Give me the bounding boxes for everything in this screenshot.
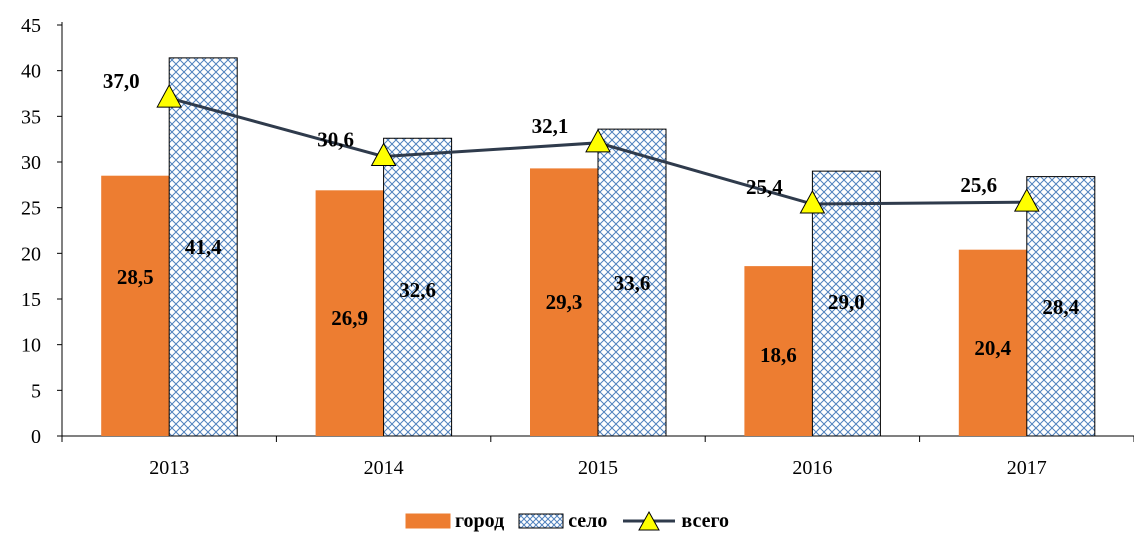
data-label-gorod: 29,3 (546, 290, 583, 314)
line-series (156, 84, 1040, 214)
data-label-vsego: 37,0 (103, 69, 140, 93)
y-tick-label: 40 (21, 61, 41, 83)
legend-label-gorod: город (454, 509, 505, 532)
y-tick-label: 25 (21, 198, 41, 220)
legend: город село всего (0, 508, 1134, 534)
axes: 0 5 10 15 20 25 30 35 40 45 2013 2014 2015 2016 2017 (21, 15, 1134, 479)
x-tick-label: 2014 (364, 457, 404, 479)
legend-item-selo[interactable]: село (518, 510, 607, 533)
data-label-vsego: 30,6 (317, 128, 354, 152)
bar-gorod (530, 168, 598, 437)
data-label-gorod: 26,9 (331, 306, 368, 330)
legend-item-vsego[interactable]: всего (621, 510, 729, 533)
bar-selo (168, 57, 238, 437)
marker-vsego (370, 142, 397, 167)
x-tick-label: 2017 (1007, 457, 1047, 479)
bar-selo (811, 170, 881, 437)
data-label-selo: 29,0 (828, 290, 865, 314)
data-label-selo: 41,4 (185, 235, 222, 259)
bars (101, 57, 1096, 437)
x-tick-label: 2013 (149, 457, 189, 479)
data-label-selo: 28,4 (1042, 295, 1079, 319)
legend-swatch-selo (518, 513, 564, 529)
data-label-selo: 33,6 (614, 271, 651, 295)
data-label-gorod: 20,4 (974, 336, 1011, 360)
data-label-vsego: 25,4 (746, 175, 783, 199)
y-tick-label: 35 (21, 106, 41, 128)
legend-label-vsego: всего (681, 509, 730, 532)
data-labels: 28,5 41,4 26,9 32,6 29,3 33,6 18,6 29,0 20,4 28,4… (103, 69, 1080, 367)
data-label-vsego: 25,6 (960, 173, 997, 197)
data-label-selo: 32,6 (399, 278, 436, 302)
marker-vsego (1013, 188, 1040, 212)
marker-vsego (156, 84, 183, 108)
bar-gorod (744, 266, 813, 436)
bar-gorod (958, 249, 1027, 436)
marker-vsego (799, 189, 826, 214)
bar-selo (1026, 176, 1096, 437)
legend-swatch-gorod (405, 513, 451, 529)
y-tick-label: 5 (31, 380, 41, 402)
x-tick-label: 2015 (578, 457, 618, 479)
bar-selo (383, 137, 453, 437)
y-tick-label: 20 (21, 243, 41, 265)
data-label-gorod: 28,5 (117, 265, 154, 289)
marker-vsego (585, 128, 611, 153)
chart: 0 5 10 15 20 25 30 35 40 45 2013 2014 2015 2016 2017 2… (21, 15, 1134, 479)
bar-gorod (101, 175, 170, 436)
bar-gorod (315, 190, 384, 436)
legend-item-gorod[interactable]: город (405, 510, 504, 533)
legend-label-selo: село (568, 509, 608, 532)
y-tick-label: 10 (21, 335, 41, 357)
y-tick-label: 45 (21, 15, 41, 37)
bar-selo (597, 128, 667, 437)
x-tick-label: 2016 (792, 457, 832, 479)
legend-swatch-vsego (623, 510, 676, 531)
y-tick-label: 30 (21, 152, 41, 174)
y-tick-label: 0 (31, 426, 41, 448)
data-label-vsego: 32,1 (532, 114, 569, 138)
data-label-gorod: 18,6 (760, 343, 797, 367)
y-tick-label: 15 (21, 289, 41, 311)
